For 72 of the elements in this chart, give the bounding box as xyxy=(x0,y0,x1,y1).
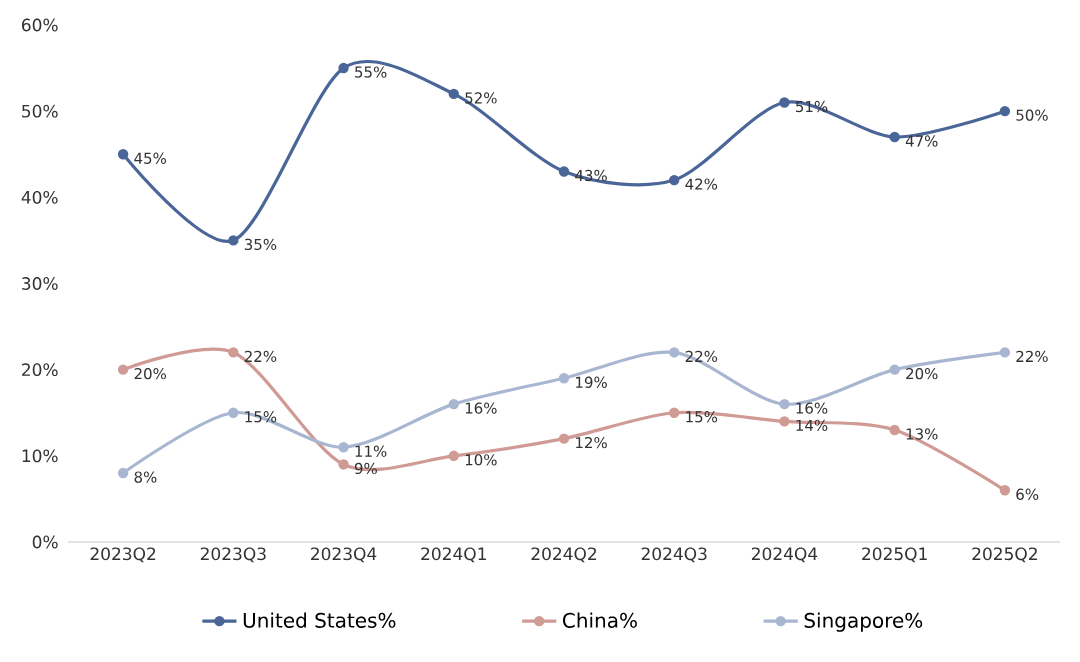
data-label: 43% xyxy=(575,169,607,182)
data-label: 15% xyxy=(245,411,277,423)
point xyxy=(999,347,1011,358)
data-label: 50% xyxy=(1016,109,1048,121)
data-label: 22% xyxy=(685,350,718,363)
x-tick-label: 2023Q2 xyxy=(90,547,156,563)
point xyxy=(779,97,790,108)
data-label: 9% xyxy=(354,462,377,475)
point xyxy=(779,416,790,427)
point xyxy=(228,407,239,418)
data-label: 16% xyxy=(796,402,828,414)
y-tick-label: 60% xyxy=(22,18,58,32)
data-label: 13% xyxy=(906,428,938,440)
data-label: 11% xyxy=(355,445,387,457)
data-label: 15% xyxy=(686,411,718,423)
data-label: 12% xyxy=(576,436,607,449)
data-label: 16% xyxy=(465,402,497,414)
point xyxy=(558,373,570,384)
data-label: 6% xyxy=(1016,488,1039,500)
data-label: 22% xyxy=(244,350,277,363)
point xyxy=(889,131,900,143)
point xyxy=(117,467,129,479)
data-label: 42% xyxy=(685,178,718,190)
point xyxy=(999,105,1011,117)
data-label: 10% xyxy=(465,454,497,466)
point xyxy=(558,166,570,177)
point xyxy=(889,364,900,375)
point xyxy=(889,424,900,436)
point xyxy=(448,398,459,410)
point xyxy=(228,347,239,358)
point xyxy=(448,450,459,462)
data-label: 20% xyxy=(906,367,938,380)
point xyxy=(669,347,680,358)
x-tick-label: 2023Q4 xyxy=(311,547,377,563)
y-tick-label: 50% xyxy=(22,104,58,118)
y-tick-label: 40% xyxy=(21,190,58,204)
x-tick-label: 2024Q4 xyxy=(751,547,818,563)
x-tick-label: 2023Q3 xyxy=(200,547,266,563)
data-label: 45% xyxy=(134,152,167,164)
legend-label: United States% xyxy=(243,612,396,628)
point xyxy=(338,442,349,453)
legend-label: China% xyxy=(563,612,637,628)
data-label: 19% xyxy=(576,376,607,388)
point xyxy=(228,235,239,246)
data-label: 55% xyxy=(355,66,387,78)
point xyxy=(338,62,349,74)
data-label: 22% xyxy=(1016,350,1048,363)
point xyxy=(558,433,570,444)
point xyxy=(669,174,680,186)
point xyxy=(448,88,459,100)
x-tick-label: 2025Q2 xyxy=(972,547,1037,563)
point xyxy=(669,407,680,418)
data-label: 47% xyxy=(905,135,938,147)
x-tick-label: 2024Q1 xyxy=(421,547,486,563)
y-tick-label: 0% xyxy=(32,535,58,549)
y-tick-label: 10% xyxy=(22,449,58,463)
point xyxy=(999,485,1011,496)
data-label: 20% xyxy=(134,367,167,380)
data-label: 52% xyxy=(465,92,497,104)
data-label: 14% xyxy=(796,419,828,432)
point xyxy=(117,364,129,375)
x-tick-label: 2025Q1 xyxy=(862,547,927,563)
y-tick-label: 30% xyxy=(22,277,58,290)
x-tick-label: 2024Q2 xyxy=(531,547,597,563)
x-tick-label: 2024Q3 xyxy=(641,547,707,563)
point xyxy=(117,149,129,160)
data-label: 35% xyxy=(244,238,277,251)
legend-label: Singapore% xyxy=(804,612,923,632)
point xyxy=(779,398,790,410)
data-label: 8% xyxy=(134,471,157,483)
point xyxy=(338,459,349,470)
y-tick-label: 20% xyxy=(22,363,58,377)
